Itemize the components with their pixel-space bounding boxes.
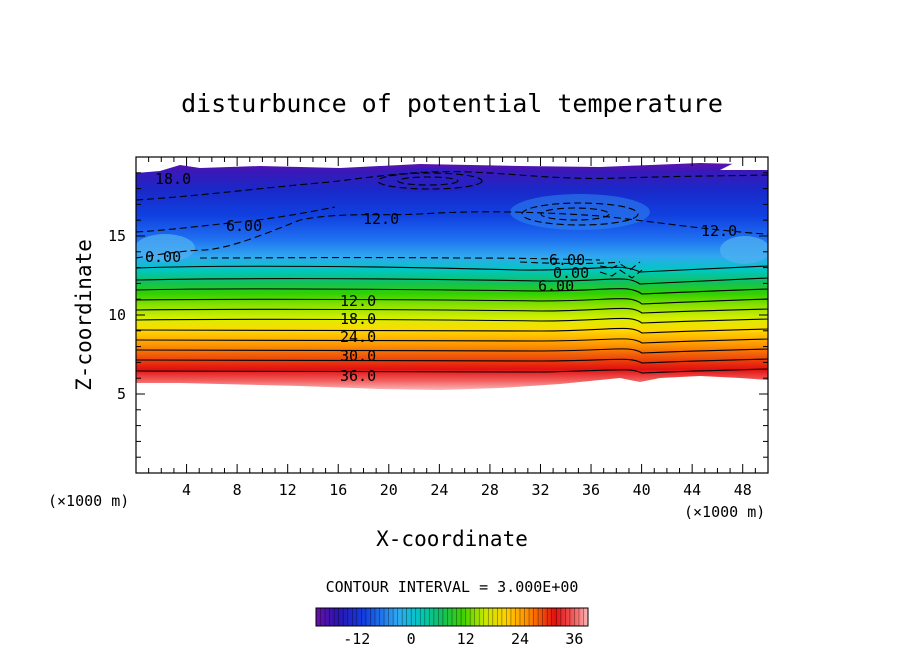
- x-tick-label: 8: [233, 481, 242, 499]
- x-tick-label: 28: [481, 481, 499, 499]
- contour-label: 6.00: [549, 251, 585, 269]
- field-patch: [720, 236, 768, 264]
- contour-label: 12.0: [701, 222, 737, 240]
- x-tick-label: 4: [182, 481, 191, 499]
- x-tick-label: 20: [380, 481, 398, 499]
- colorbar-tick-label: 24: [511, 630, 529, 648]
- x-tick-label: 48: [734, 481, 752, 499]
- contour-label: 24.0: [340, 328, 376, 346]
- contour-label: 0.00: [145, 248, 181, 266]
- contour-label-group: 18.0 6.00 12.0 12.0 0.00 6.00 0.00 6.00 …: [145, 170, 737, 385]
- field-gap: [720, 157, 768, 170]
- plot-area: 18.0 6.00 12.0 12.0 0.00 6.00 0.00 6.00 …: [136, 157, 768, 473]
- y-tick-label: 10: [108, 306, 126, 324]
- field-gap: [136, 157, 176, 172]
- y-axis: 5 10 15: [108, 172, 768, 458]
- colorbar-tick-label: 12: [457, 630, 475, 648]
- x-tick-label: 40: [633, 481, 651, 499]
- y-tick-label: 15: [108, 227, 126, 245]
- negative-contours: [136, 171, 768, 279]
- contour-label: 12.0: [363, 210, 399, 228]
- colorbar-tick-label: -12: [343, 630, 370, 648]
- field-patch: [510, 194, 650, 230]
- y-tick-label: 5: [117, 385, 126, 403]
- contour-label: 18.0: [340, 310, 376, 328]
- contour-label: 30.0: [340, 347, 376, 365]
- y-axis-title: Z-coordinate: [72, 239, 96, 391]
- contour-label: 12.0: [340, 292, 376, 310]
- chart-title: disturbunce of potential temperature: [181, 89, 723, 118]
- colorbar-tick-label: 0: [407, 630, 416, 648]
- colorbar-ticks: -12 0 12 24 36: [343, 630, 583, 648]
- x-tick-label: 32: [531, 481, 549, 499]
- x-unit-label: (×1000 m): [684, 503, 765, 521]
- x-tick-label: 12: [279, 481, 297, 499]
- field-patch: [136, 234, 195, 262]
- x-tick-label: 44: [683, 481, 701, 499]
- contour-label: 6.00: [226, 217, 262, 235]
- colorbar-divisions: [320, 608, 584, 626]
- positive-contours: [136, 265, 768, 374]
- x-tick-label: 24: [430, 481, 448, 499]
- contour-label: 18.0: [155, 170, 191, 188]
- contour-label: 6.00: [538, 277, 574, 295]
- x-axis-title: X-coordinate: [376, 527, 528, 551]
- colorbar-tick-label: 36: [565, 630, 583, 648]
- contour-label: 36.0: [340, 367, 376, 385]
- z-unit-label: (×1000 m): [48, 492, 129, 510]
- x-tick-label: 36: [582, 481, 600, 499]
- colorbar: -12 0 12 24 36: [315, 607, 589, 648]
- contour-interval-label: CONTOUR INTERVAL = 3.000E+00: [326, 578, 579, 596]
- x-tick-label: 16: [329, 481, 347, 499]
- potential-temperature-field: [136, 160, 768, 390]
- x-axis: 4 8 12 16 20 24 28 32 36 40 44 48: [148, 157, 756, 499]
- contour-label: 0.00: [553, 264, 589, 282]
